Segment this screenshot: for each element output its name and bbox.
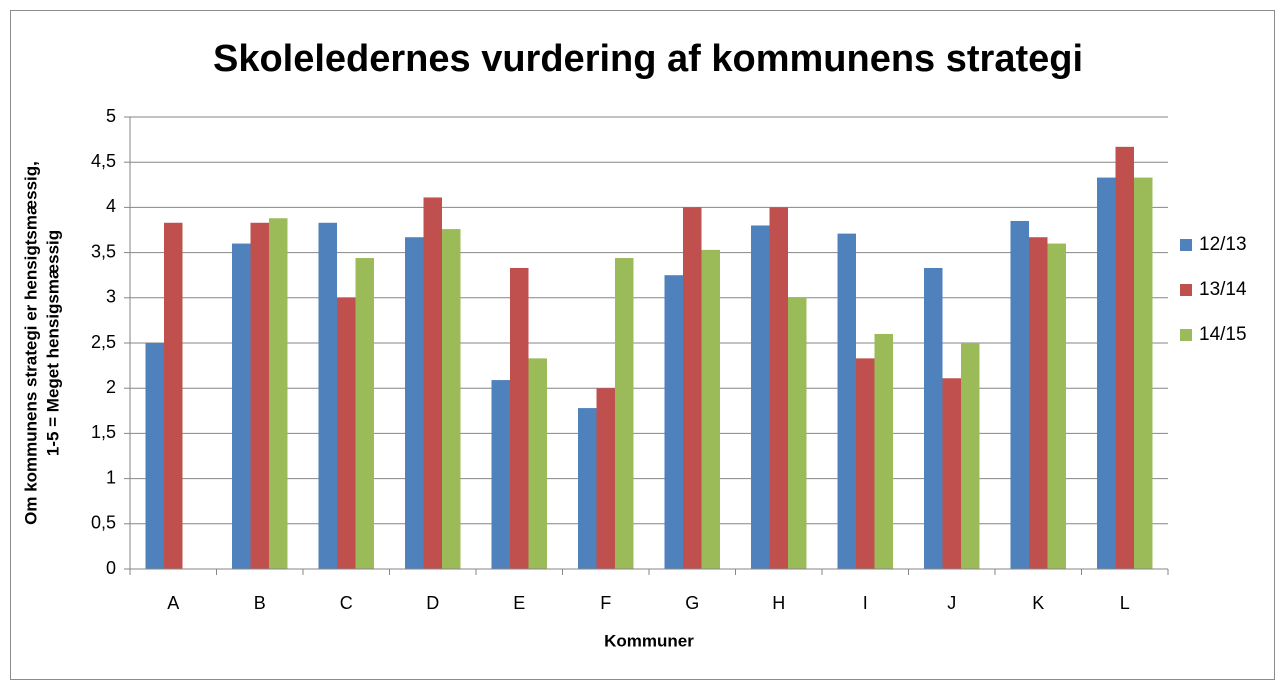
x-tick-label: J [947,593,956,613]
legend-swatch [1180,284,1192,296]
bar [337,297,356,569]
bar [528,358,547,569]
bar [683,207,702,569]
legend-swatch [1180,239,1192,251]
legend-label: 12/13 [1199,234,1247,255]
y-tick-label: 3 [106,287,116,307]
y-tick-label: 4 [106,196,116,216]
bar [355,258,374,569]
bar [769,207,788,569]
y-tick-label: 2,5 [91,332,116,352]
y-axis-label: Om kommunens strategi er hensigtsmæssig, [21,161,40,525]
bar [874,333,893,569]
y-tick-label: 0 [106,558,116,578]
bar [664,275,683,569]
bar [701,249,720,569]
bar [1010,220,1029,569]
bar [164,222,183,569]
x-tick-label: C [340,593,353,613]
bar [856,358,875,569]
bar [510,267,529,569]
y-tick-label: 1 [106,467,116,487]
x-tick-label: E [513,593,525,613]
bar [491,380,510,569]
chart-border [10,10,1275,680]
x-tick-label: K [1032,593,1044,613]
bar [788,297,807,569]
x-tick-label: G [685,593,699,613]
x-tick-label: I [863,593,868,613]
y-tick-label: 2 [106,377,116,397]
bar [961,343,980,569]
bar [615,258,634,569]
y-tick-label: 5 [106,106,116,126]
bar [837,233,856,569]
bar [232,243,251,569]
bar [318,222,337,569]
bar [924,267,943,569]
x-tick-label: F [600,593,611,613]
bar [145,343,164,569]
y-tick-label: 4,5 [91,151,116,171]
bar [1097,177,1116,569]
legend-label: 14/15 [1199,324,1247,345]
bar [1134,177,1153,569]
x-axis-label: Kommuner [604,631,694,650]
x-tick-label: B [254,593,266,613]
legend-swatch [1180,329,1192,341]
bar [578,408,597,569]
bar [751,225,770,570]
chart-title: Skoleledernes vurdering af kommunens str… [213,38,1083,80]
y-tick-label: 1,5 [91,422,116,442]
legend-label: 13/14 [1199,279,1247,300]
y-tick-label: 0,5 [91,513,116,533]
x-tick-label: H [772,593,785,613]
x-tick-label: D [426,593,439,613]
y-tick-label: 3,5 [91,241,116,261]
bar [596,388,615,569]
bar [423,197,442,569]
bar [269,218,288,570]
y-axis-label: 1-5 = Meget hensigsmæssig [43,230,62,456]
bar [442,229,461,569]
bar [1115,146,1134,569]
x-tick-label: L [1120,593,1130,613]
bar [250,222,269,569]
bar [942,378,961,569]
bar [405,237,424,569]
bar [1029,237,1048,569]
x-tick-label: A [167,593,179,613]
bar [1047,243,1066,569]
